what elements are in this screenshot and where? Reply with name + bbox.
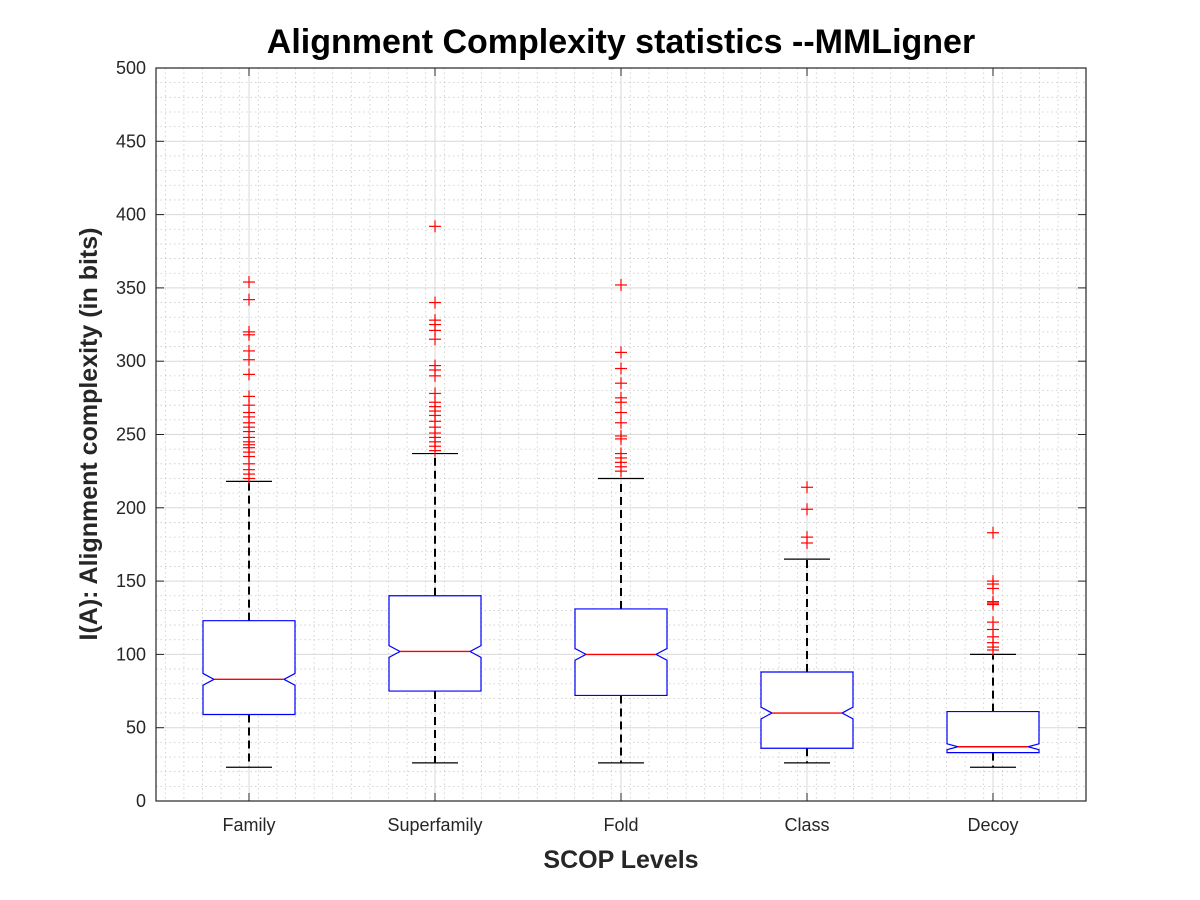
x-tick-label: Fold <box>603 815 638 835</box>
y-tick-label: 400 <box>116 205 146 225</box>
x-tick-label: Class <box>784 815 829 835</box>
outlier-marker <box>615 406 627 419</box>
y-tick-label: 50 <box>126 718 146 738</box>
x-axis-label: SCOP Levels <box>543 846 698 874</box>
y-tick-label: 450 <box>116 131 146 151</box>
outlier-marker <box>615 391 627 404</box>
outlier-marker <box>243 293 255 306</box>
notched-box <box>574 608 668 697</box>
outlier-marker <box>243 368 255 381</box>
tick-labels: 0 50 100 150 200 250 300 350 400 450 500 Family Supe… <box>116 58 1019 835</box>
box-decoy <box>946 526 1040 768</box>
outlier-marker <box>429 296 441 309</box>
box-fold <box>574 278 668 764</box>
y-tick-label: 500 <box>116 58 146 78</box>
box-family <box>202 276 296 768</box>
notched-box <box>760 671 854 749</box>
y-tick-label: 0 <box>136 791 146 811</box>
outlier-marker <box>615 362 627 375</box>
y-tick-label: 250 <box>116 425 146 445</box>
outlier-marker <box>987 595 999 608</box>
outlier-marker <box>243 344 255 357</box>
box-class <box>760 481 854 764</box>
outlier-marker <box>615 429 627 442</box>
outlier-marker <box>429 314 441 327</box>
outlier-marker <box>987 616 999 629</box>
chart-title: Alignment Complexity statistics --MMLign… <box>267 23 975 61</box>
notched-box <box>388 595 482 692</box>
notched-box <box>202 620 296 716</box>
outlier-marker <box>615 447 627 460</box>
axes <box>155 67 1087 802</box>
outlier-marker <box>429 359 441 372</box>
grid <box>156 67 1086 802</box>
outlier-marker <box>987 575 999 588</box>
outlier-marker <box>615 377 627 390</box>
box-series <box>202 220 1040 768</box>
outlier-marker <box>615 416 627 429</box>
x-tick-label: Superfamily <box>387 815 482 835</box>
outlier-marker <box>429 387 441 400</box>
outlier-marker <box>801 481 813 494</box>
x-tick-label: Decoy <box>967 815 1018 835</box>
outlier-marker <box>987 526 999 539</box>
outlier-marker <box>429 220 441 233</box>
notched-box <box>946 710 1040 754</box>
outlier-marker <box>243 390 255 403</box>
x-tick-label: Family <box>223 815 276 835</box>
y-tick-label: 300 <box>116 351 146 371</box>
y-axis-label: I(A): Alignment complexity (in bits) <box>75 228 103 641</box>
y-tick-label: 200 <box>116 498 146 518</box>
y-tick-label: 100 <box>116 644 146 664</box>
outlier-marker <box>615 346 627 359</box>
outlier-marker <box>801 503 813 516</box>
box-superfamily <box>388 220 482 764</box>
y-tick-label: 150 <box>116 571 146 591</box>
y-tick-label: 350 <box>116 278 146 298</box>
outlier-marker <box>615 278 627 291</box>
outlier-marker <box>243 325 255 338</box>
outlier-marker <box>801 531 813 544</box>
outlier-marker <box>243 276 255 289</box>
